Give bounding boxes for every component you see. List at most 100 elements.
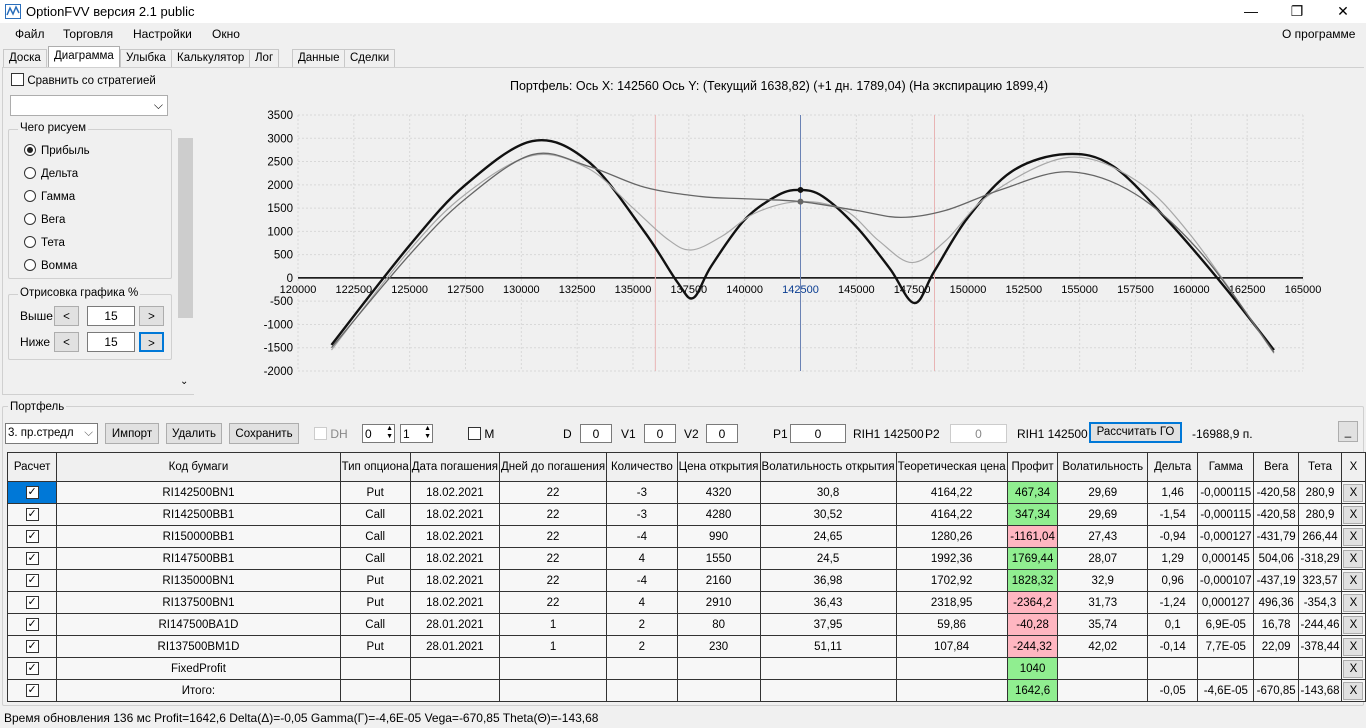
remove-row-button[interactable]: X (1343, 571, 1364, 590)
menu-trading[interactable]: Торговля (63, 27, 114, 41)
radio-3[interactable]: Вега (24, 213, 65, 226)
save-button[interactable]: Сохранить (229, 423, 299, 444)
import-button[interactable]: Импорт (105, 423, 159, 444)
close-button[interactable]: ✕ (1337, 3, 1349, 19)
d-input[interactable]: 0 (580, 424, 612, 443)
strategy-compare-select[interactable]: ⌵ (10, 95, 168, 116)
radio-1[interactable]: Дельта (24, 167, 78, 180)
checkbox[interactable]: ✓ (25, 684, 39, 697)
column-header[interactable]: Гамма (1197, 452, 1255, 482)
checkbox[interactable]: ✓ (25, 640, 39, 653)
table-row[interactable]: ✓ RI147500BB1 Call 18.02.2021 22 4 1550 24,5 199… (6, 547, 1366, 570)
calculate-go-button[interactable]: Рассчитать ГО (1089, 422, 1182, 443)
remove-row-button[interactable]: X (1343, 681, 1364, 700)
column-header[interactable]: Тета (1298, 452, 1342, 482)
tab-board[interactable]: Доска (3, 49, 47, 67)
column-header[interactable]: Профит (1006, 452, 1059, 482)
radio-2[interactable]: Гамма (24, 190, 75, 203)
remove-row-button[interactable]: X (1343, 637, 1364, 656)
column-header[interactable]: Дата погашения (409, 452, 501, 482)
table-row[interactable]: ✓ FixedProfit 1040 X (6, 657, 1366, 680)
checkbox[interactable]: ✓ (25, 596, 39, 609)
remove-row-cell[interactable]: X (1340, 657, 1366, 680)
calc-checkbox-cell[interactable]: ✓ (6, 679, 58, 702)
column-header[interactable]: Вега (1253, 452, 1300, 482)
remove-row-cell[interactable]: X (1340, 525, 1366, 548)
column-header[interactable]: Тип опциона (339, 452, 411, 482)
dh-checkbox[interactable]: DH (314, 427, 348, 441)
table-row[interactable]: ✓ RI147500BA1D Call 28.01.2021 1 2 80 37,95 59,8… (6, 613, 1366, 636)
table-row[interactable]: ✓ RI142500BN1 Put 18.02.2021 22 -3 4320 30,8 416… (6, 481, 1366, 504)
below-decrease-button[interactable]: < (54, 332, 79, 352)
radio-4[interactable]: Тета (24, 236, 65, 249)
column-header[interactable]: Теоретическая цена (895, 452, 1008, 482)
remove-row-button[interactable]: X (1343, 659, 1364, 678)
tab-diagram[interactable]: Диаграмма (48, 46, 120, 68)
remove-row-cell[interactable]: X (1340, 635, 1366, 658)
spinner-arrows-icon[interactable]: ▲ ▼ (424, 425, 431, 440)
remove-row-button[interactable]: X (1343, 615, 1364, 634)
checkbox[interactable]: ✓ (25, 552, 39, 565)
strategy-select[interactable]: 3. пр.стредл ⌵ (5, 423, 98, 444)
above-decrease-button[interactable]: < (54, 306, 79, 326)
remove-row-cell[interactable]: X (1340, 591, 1366, 614)
calc-checkbox-cell[interactable]: ✓ (6, 481, 58, 504)
calc-checkbox-cell[interactable]: ✓ (6, 591, 58, 614)
scroll-down-icon[interactable]: ⌄ (180, 376, 189, 387)
p1-input[interactable]: 0 (790, 424, 846, 443)
tab-calculator[interactable]: Калькулятор (171, 49, 251, 67)
calc-checkbox-cell[interactable]: ✓ (6, 613, 58, 636)
below-increase-button[interactable]: > (139, 332, 164, 352)
calc-checkbox-cell[interactable]: ✓ (6, 635, 58, 658)
table-row[interactable]: ✓ RI142500BB1 Call 18.02.2021 22 -3 4280 30,52 4… (6, 503, 1366, 526)
scrollbar-thumb[interactable] (178, 138, 193, 318)
checkbox[interactable]: ✓ (25, 662, 39, 675)
calc-checkbox-cell[interactable]: ✓ (6, 547, 58, 570)
table-row[interactable]: ✓ Итого: 1642,6 -0,05 -4,6E-05 -670,85 -143,68… (6, 679, 1366, 702)
table-row[interactable]: ✓ RI135000BN1 Put 18.02.2021 22 -4 2160 36,98 17… (6, 569, 1366, 592)
column-header[interactable]: Дельта (1147, 452, 1199, 482)
collapse-button[interactable]: _ (1338, 421, 1358, 442)
remove-row-button[interactable]: X (1343, 483, 1364, 502)
v2-input[interactable]: 0 (706, 424, 738, 443)
column-header[interactable]: Код бумаги (56, 452, 341, 482)
table-row[interactable]: ✓ RI137500BN1 Put 18.02.2021 22 4 2910 36,43 231… (6, 591, 1366, 614)
compare-checkbox[interactable]: Сравнить со стратегией (11, 73, 156, 87)
remove-row-cell[interactable]: X (1340, 503, 1366, 526)
delete-button[interactable]: Удалить (166, 423, 222, 444)
tab-smile[interactable]: Улыбка (120, 49, 172, 67)
remove-row-button[interactable]: X (1343, 593, 1364, 612)
spinner-2[interactable]: 1 ▲ ▼ (400, 424, 433, 443)
remove-row-cell[interactable]: X (1340, 481, 1366, 504)
column-header[interactable]: Количество (606, 452, 678, 482)
calc-checkbox-cell[interactable]: ✓ (6, 569, 58, 592)
checkbox[interactable]: ✓ (25, 618, 39, 631)
menu-about[interactable]: О программе (1282, 27, 1356, 41)
below-value[interactable]: 15 (87, 332, 135, 352)
radio-0[interactable]: Прибыль (24, 144, 90, 157)
spinner-arrows-icon[interactable]: ▲ ▼ (386, 425, 393, 440)
spinner-1[interactable]: 0 ▲ ▼ (362, 424, 395, 443)
column-header[interactable]: Расчет (6, 452, 58, 482)
remove-row-cell[interactable]: X (1340, 547, 1366, 570)
calc-checkbox-cell[interactable]: ✓ (6, 503, 58, 526)
remove-row-button[interactable]: X (1343, 505, 1364, 524)
column-header[interactable]: Цена открытия (676, 452, 761, 482)
menu-settings[interactable]: Настройки (133, 27, 192, 41)
v1-input[interactable]: 0 (644, 424, 676, 443)
checkbox[interactable]: ✓ (25, 530, 39, 543)
menu-window[interactable]: Окно (212, 27, 240, 41)
m-checkbox[interactable]: M (468, 427, 494, 441)
minimize-button[interactable]: — (1244, 3, 1258, 19)
checkbox[interactable]: ✓ (25, 486, 39, 499)
p2-input[interactable]: 0 (950, 424, 1007, 443)
calc-checkbox-cell[interactable]: ✓ (6, 525, 58, 548)
column-header[interactable]: X (1340, 452, 1366, 482)
above-increase-button[interactable]: > (139, 306, 164, 326)
remove-row-cell[interactable]: X (1340, 679, 1366, 702)
radio-5[interactable]: Вомма (24, 259, 77, 272)
checkbox[interactable]: ✓ (25, 508, 39, 521)
remove-row-cell[interactable]: X (1340, 613, 1366, 636)
menu-file[interactable]: Файл (15, 27, 45, 41)
maximize-button[interactable]: ❐ (1290, 3, 1304, 19)
